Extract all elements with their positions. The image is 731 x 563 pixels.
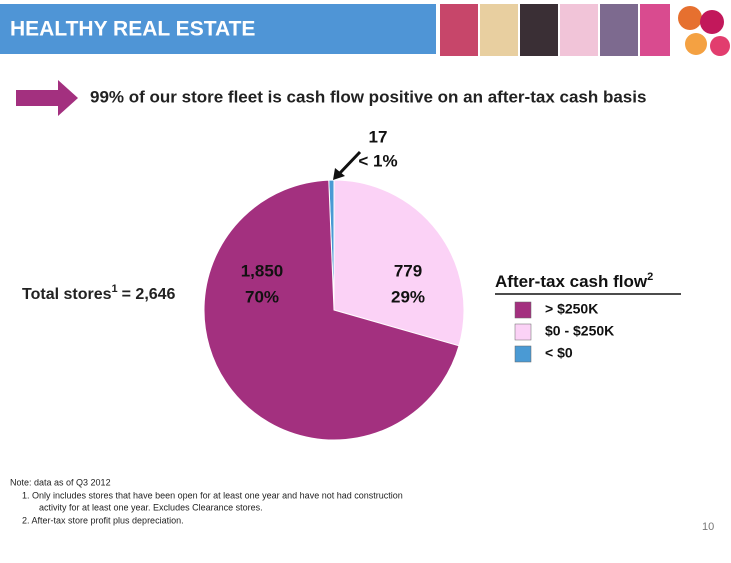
note: Note: data as of Q3 2012 — [10, 477, 111, 487]
callout-line — [337, 150, 362, 176]
legend: After-tax cash flow2 > $250K $0 - $250K < … — [495, 271, 681, 363]
note: 1. Only includes stores that have been o… — [22, 490, 403, 500]
legend-swatch — [514, 323, 532, 341]
value-label: 17 — [369, 127, 388, 146]
legend-title-text: After-tax cash flow — [495, 272, 648, 291]
percent-label: 70% — [245, 287, 279, 306]
page-number: 10 — [702, 521, 714, 533]
headline: 99% of our store fleet is cash flow posi… — [90, 87, 646, 106]
total-text: Total stores — [22, 286, 112, 303]
pie — [203, 179, 465, 441]
note: activity for at least one year. Excludes… — [39, 502, 263, 512]
value-label: 1,850 — [241, 261, 284, 280]
total-sup: 1 — [112, 283, 118, 295]
arrow-icon — [16, 80, 78, 116]
pie-slice — [333, 179, 465, 347]
legend-label: < $0 — [545, 345, 573, 361]
legend-label: $0 - $250K — [545, 323, 614, 339]
legend-swatch — [514, 301, 532, 319]
percent-label: < 1% — [358, 151, 397, 170]
pie-slice — [203, 179, 460, 441]
total-stores: Total stores1 = 2,646 — [22, 283, 176, 303]
percent-label: 29% — [391, 287, 425, 306]
legend-label: > $250K — [545, 301, 598, 317]
legend-title: After-tax cash flow2 — [495, 271, 653, 292]
header-photos — [440, 4, 730, 56]
callout-head — [333, 168, 345, 180]
note: 2. After-tax store profit plus depreciat… — [22, 515, 184, 525]
total-value: = 2,646 — [122, 286, 176, 303]
value-label: 779 — [394, 261, 422, 280]
legend-swatch — [514, 345, 532, 363]
header-bar — [0, 4, 436, 54]
header-title: HEALTHY REAL ESTATE — [10, 18, 255, 41]
notes: Note: data as of Q3 2012 1. Only include… — [10, 477, 403, 525]
legend-title-sup: 2 — [647, 271, 653, 283]
